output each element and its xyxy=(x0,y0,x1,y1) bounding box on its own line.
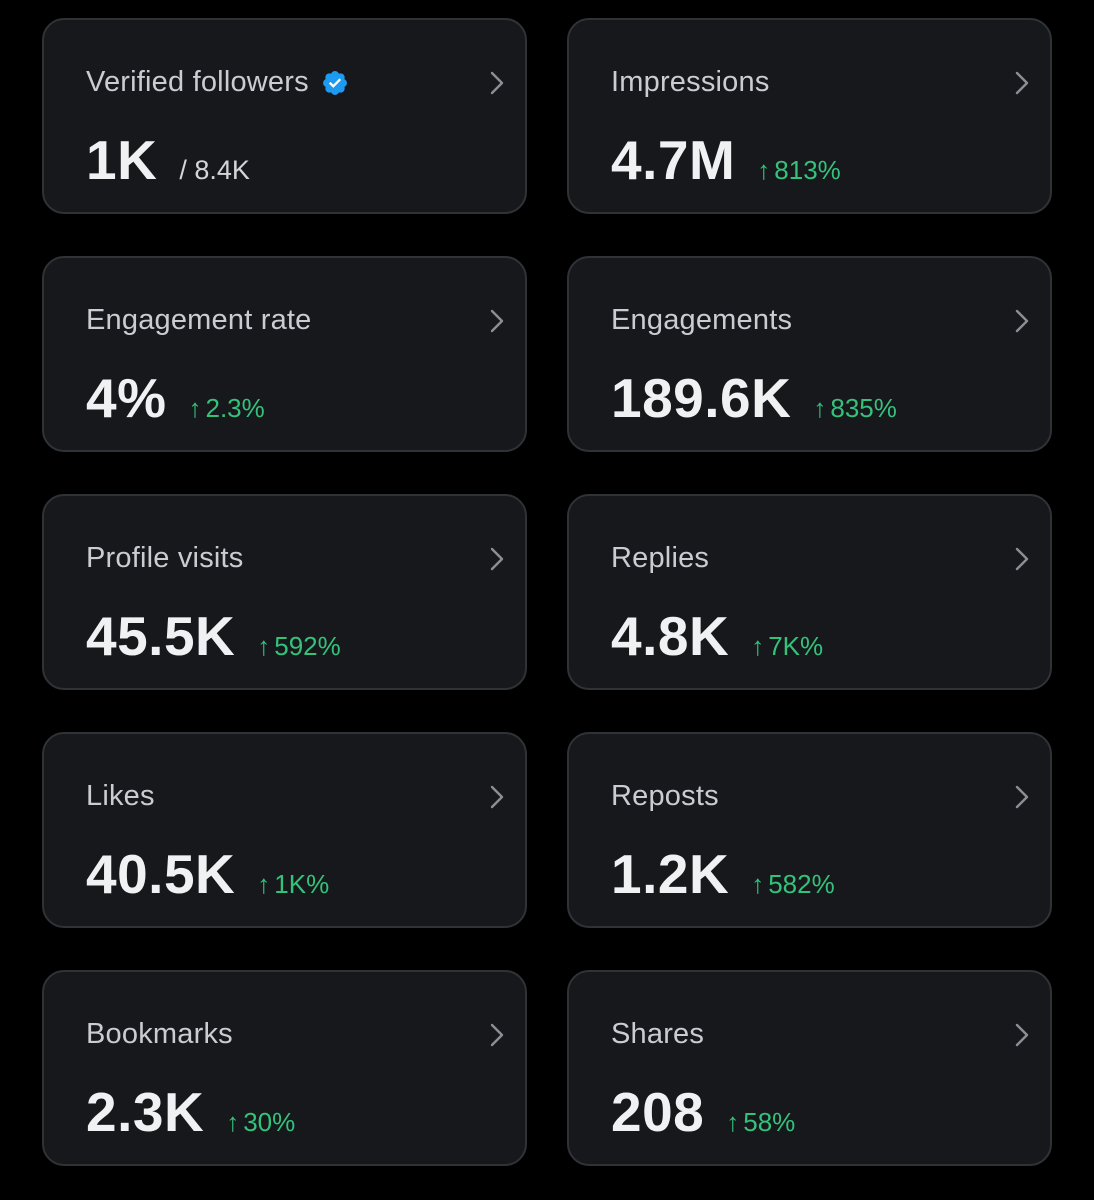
chevron-right-icon[interactable] xyxy=(489,1022,505,1048)
metric-delta: ↑ 58% xyxy=(726,1107,795,1138)
card-verified-followers[interactable]: Verified followers 1K / 8.4K xyxy=(42,18,527,214)
card-replies[interactable]: Replies 4.8K ↑ 7K% xyxy=(567,494,1052,690)
chevron-right-icon[interactable] xyxy=(489,784,505,810)
chevron-right-icon[interactable] xyxy=(489,308,505,334)
card-engagements[interactable]: Engagements 189.6K ↑ 835% xyxy=(567,256,1052,452)
metric-value: 45.5K xyxy=(86,605,236,667)
card-title-row: Engagements xyxy=(611,304,792,337)
value-row: 45.5K ↑ 592% xyxy=(86,604,341,668)
card-profile-visits[interactable]: Profile visits 45.5K ↑ 592% xyxy=(42,494,527,690)
arrow-up-icon: ↑ xyxy=(226,1107,240,1137)
card-title: Profile visits xyxy=(86,542,244,574)
value-row: 40.5K ↑ 1K% xyxy=(86,842,329,906)
card-impressions[interactable]: Impressions 4.7M ↑ 813% xyxy=(567,18,1052,214)
value-row: 2.3K ↑ 30% xyxy=(86,1080,295,1144)
value-row: 1.2K ↑ 582% xyxy=(611,842,835,906)
card-title-row: Profile visits xyxy=(86,542,244,575)
delta-value: 592% xyxy=(274,631,341,661)
arrow-up-icon: ↑ xyxy=(751,631,765,661)
card-title-row: Shares xyxy=(611,1018,704,1051)
metric-value: 1K xyxy=(86,129,158,191)
arrow-up-icon: ↑ xyxy=(751,869,765,899)
chevron-right-icon[interactable] xyxy=(1014,70,1030,96)
value-row: 4.8K ↑ 7K% xyxy=(611,604,823,668)
chevron-right-icon[interactable] xyxy=(489,546,505,572)
metric-delta: ↑ 30% xyxy=(226,1107,295,1138)
arrow-up-icon: ↑ xyxy=(813,393,827,423)
card-shares[interactable]: Shares 208 ↑ 58% xyxy=(567,970,1052,1166)
card-title-row: Likes xyxy=(86,780,155,813)
arrow-up-icon: ↑ xyxy=(257,869,271,899)
card-title-row: Verified followers xyxy=(86,66,349,99)
value-row: 4% ↑ 2.3% xyxy=(86,366,265,430)
arrow-up-icon: ↑ xyxy=(757,155,771,185)
card-title: Bookmarks xyxy=(86,1018,233,1050)
card-reposts[interactable]: Reposts 1.2K ↑ 582% xyxy=(567,732,1052,928)
delta-value: 58% xyxy=(743,1107,796,1137)
card-likes[interactable]: Likes 40.5K ↑ 1K% xyxy=(42,732,527,928)
delta-value: 582% xyxy=(768,869,835,899)
value-row: 1K / 8.4K xyxy=(86,128,250,192)
metric-delta: ↑ 1K% xyxy=(257,869,329,900)
metric-value: 4% xyxy=(86,367,167,429)
chevron-right-icon[interactable] xyxy=(489,70,505,96)
value-row: 189.6K ↑ 835% xyxy=(611,366,897,430)
value-row: 208 ↑ 58% xyxy=(611,1080,795,1144)
card-title-row: Bookmarks xyxy=(86,1018,233,1051)
delta-value: 30% xyxy=(243,1107,296,1137)
metric-delta: ↑ 7K% xyxy=(751,631,823,662)
delta-value: 1K% xyxy=(274,869,330,899)
card-title: Impressions xyxy=(611,66,770,98)
metric-delta: ↑ 582% xyxy=(751,869,835,900)
metric-value: 4.8K xyxy=(611,605,730,667)
card-title: Engagement rate xyxy=(86,304,312,336)
metric-value: 189.6K xyxy=(611,367,792,429)
chevron-right-icon[interactable] xyxy=(1014,546,1030,572)
metric-value: 1.2K xyxy=(611,843,730,905)
card-title: Reposts xyxy=(611,780,719,812)
chevron-right-icon[interactable] xyxy=(1014,784,1030,810)
card-title: Shares xyxy=(611,1018,705,1050)
arrow-up-icon: ↑ xyxy=(257,631,271,661)
card-title-row: Engagement rate xyxy=(86,304,311,337)
card-title-row: Impressions xyxy=(611,66,770,99)
metric-value: 4.7M xyxy=(611,129,736,191)
card-bookmarks[interactable]: Bookmarks 2.3K ↑ 30% xyxy=(42,970,527,1166)
value-row: 4.7M ↑ 813% xyxy=(611,128,841,192)
chevron-right-icon[interactable] xyxy=(1014,1022,1030,1048)
arrow-up-icon: ↑ xyxy=(188,393,202,423)
delta-value: 7K% xyxy=(768,631,824,661)
card-title-row: Reposts xyxy=(611,780,719,813)
verified-badge-icon xyxy=(322,70,347,95)
metric-total: / 8.4K xyxy=(179,155,250,185)
chevron-right-icon[interactable] xyxy=(1014,308,1030,334)
card-title: Likes xyxy=(86,780,155,812)
metric-value: 2.3K xyxy=(86,1081,205,1143)
delta-value: 835% xyxy=(830,393,897,423)
metric-value: 208 xyxy=(611,1081,705,1143)
metric-value: 40.5K xyxy=(86,843,236,905)
delta-value: 813% xyxy=(774,155,841,185)
metric-delta: ↑ 2.3% xyxy=(189,393,265,424)
card-engagement-rate[interactable]: Engagement rate 4% ↑ 2.3% xyxy=(42,256,527,452)
metric-delta: ↑ 835% xyxy=(813,393,897,424)
card-title-row: Replies xyxy=(611,542,709,575)
metrics-grid: Verified followers 1K / 8.4K Impressions… xyxy=(42,18,1052,1166)
metric-delta: ↑ 592% xyxy=(257,631,341,662)
card-title: Engagements xyxy=(611,304,793,336)
card-title: Replies xyxy=(611,542,710,574)
card-title: Verified followers xyxy=(86,66,309,98)
arrow-up-icon: ↑ xyxy=(726,1107,740,1137)
metric-delta: ↑ 813% xyxy=(757,155,841,186)
delta-value: 2.3% xyxy=(205,393,265,423)
